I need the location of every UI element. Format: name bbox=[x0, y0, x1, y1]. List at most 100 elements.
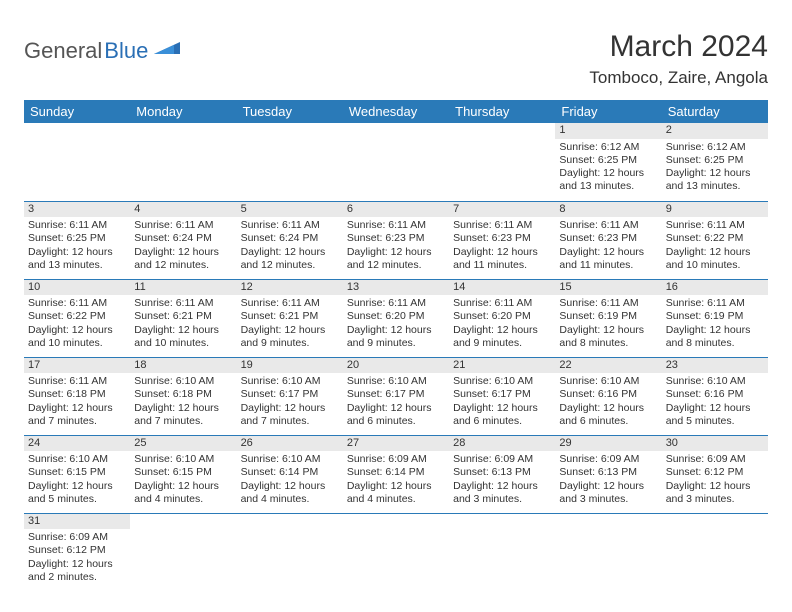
sunset-text: Sunset: 6:17 PM bbox=[241, 388, 339, 401]
sunset-text: Sunset: 6:15 PM bbox=[134, 466, 232, 479]
sunset-text: Sunset: 6:25 PM bbox=[28, 232, 126, 245]
daylight-text: and 4 minutes. bbox=[347, 493, 445, 506]
sunrise-text: Sunrise: 6:10 AM bbox=[134, 453, 232, 466]
daylight-text: Daylight: 12 hours bbox=[453, 324, 551, 337]
calendar-day-cell: 14Sunrise: 6:11 AMSunset: 6:20 PMDayligh… bbox=[449, 279, 555, 357]
sunrise-text: Sunrise: 6:11 AM bbox=[559, 219, 657, 232]
daylight-text: Daylight: 12 hours bbox=[347, 324, 445, 337]
daylight-text: and 3 minutes. bbox=[666, 493, 764, 506]
daylight-text: Daylight: 12 hours bbox=[28, 480, 126, 493]
calendar-week-row: 24Sunrise: 6:10 AMSunset: 6:15 PMDayligh… bbox=[24, 435, 768, 513]
calendar-day-cell: 2Sunrise: 6:12 AMSunset: 6:25 PMDaylight… bbox=[662, 123, 768, 201]
calendar-day-cell bbox=[343, 513, 449, 591]
sunrise-text: Sunrise: 6:10 AM bbox=[666, 375, 764, 388]
daylight-text: and 10 minutes. bbox=[28, 337, 126, 350]
weekday-header: Saturday bbox=[662, 100, 768, 123]
daylight-text: Daylight: 12 hours bbox=[347, 480, 445, 493]
flag-icon bbox=[154, 34, 180, 60]
brand-part2: Blue bbox=[104, 38, 148, 64]
calendar-day-cell: 17Sunrise: 6:11 AMSunset: 6:18 PMDayligh… bbox=[24, 357, 130, 435]
calendar-day-cell: 6Sunrise: 6:11 AMSunset: 6:23 PMDaylight… bbox=[343, 201, 449, 279]
day-number: 12 bbox=[237, 280, 343, 296]
daylight-text: and 13 minutes. bbox=[559, 180, 657, 193]
daylight-text: and 12 minutes. bbox=[347, 259, 445, 272]
calendar-day-cell: 26Sunrise: 6:10 AMSunset: 6:14 PMDayligh… bbox=[237, 435, 343, 513]
sunrise-text: Sunrise: 6:09 AM bbox=[666, 453, 764, 466]
sunset-text: Sunset: 6:21 PM bbox=[134, 310, 232, 323]
day-number: 31 bbox=[24, 514, 130, 530]
calendar-day-cell bbox=[130, 513, 236, 591]
sunrise-text: Sunrise: 6:11 AM bbox=[28, 297, 126, 310]
sunset-text: Sunset: 6:25 PM bbox=[559, 154, 657, 167]
calendar-day-cell: 9Sunrise: 6:11 AMSunset: 6:22 PMDaylight… bbox=[662, 201, 768, 279]
day-number: 26 bbox=[237, 436, 343, 452]
daylight-text: and 5 minutes. bbox=[666, 415, 764, 428]
day-number: 30 bbox=[662, 436, 768, 452]
day-number: 15 bbox=[555, 280, 661, 296]
daylight-text: Daylight: 12 hours bbox=[666, 246, 764, 259]
sunrise-text: Sunrise: 6:11 AM bbox=[666, 219, 764, 232]
calendar-day-cell: 3Sunrise: 6:11 AMSunset: 6:25 PMDaylight… bbox=[24, 201, 130, 279]
weekday-header: Thursday bbox=[449, 100, 555, 123]
daylight-text: and 3 minutes. bbox=[453, 493, 551, 506]
sunset-text: Sunset: 6:22 PM bbox=[666, 232, 764, 245]
calendar-day-cell: 15Sunrise: 6:11 AMSunset: 6:19 PMDayligh… bbox=[555, 279, 661, 357]
calendar-day-cell bbox=[237, 123, 343, 201]
day-number: 10 bbox=[24, 280, 130, 296]
daylight-text: Daylight: 12 hours bbox=[559, 324, 657, 337]
sunrise-text: Sunrise: 6:12 AM bbox=[559, 141, 657, 154]
day-number: 2 bbox=[662, 123, 768, 139]
day-number: 14 bbox=[449, 280, 555, 296]
calendar-day-cell bbox=[24, 123, 130, 201]
sunset-text: Sunset: 6:13 PM bbox=[559, 466, 657, 479]
sunset-text: Sunset: 6:22 PM bbox=[28, 310, 126, 323]
calendar-day-cell: 18Sunrise: 6:10 AMSunset: 6:18 PMDayligh… bbox=[130, 357, 236, 435]
daylight-text: Daylight: 12 hours bbox=[241, 480, 339, 493]
sunset-text: Sunset: 6:20 PM bbox=[453, 310, 551, 323]
daylight-text: Daylight: 12 hours bbox=[666, 480, 764, 493]
sunrise-text: Sunrise: 6:10 AM bbox=[28, 453, 126, 466]
daylight-text: Daylight: 12 hours bbox=[241, 246, 339, 259]
sunrise-text: Sunrise: 6:11 AM bbox=[453, 219, 551, 232]
calendar-day-cell: 24Sunrise: 6:10 AMSunset: 6:15 PMDayligh… bbox=[24, 435, 130, 513]
calendar-day-cell: 8Sunrise: 6:11 AMSunset: 6:23 PMDaylight… bbox=[555, 201, 661, 279]
month-title: March 2024 bbox=[589, 30, 768, 64]
day-number: 20 bbox=[343, 358, 449, 374]
day-number: 19 bbox=[237, 358, 343, 374]
daylight-text: and 3 minutes. bbox=[559, 493, 657, 506]
daylight-text: Daylight: 12 hours bbox=[666, 402, 764, 415]
calendar-day-cell: 29Sunrise: 6:09 AMSunset: 6:13 PMDayligh… bbox=[555, 435, 661, 513]
daylight-text: and 4 minutes. bbox=[134, 493, 232, 506]
location-text: Tomboco, Zaire, Angola bbox=[589, 68, 768, 88]
sunset-text: Sunset: 6:23 PM bbox=[559, 232, 657, 245]
daylight-text: Daylight: 12 hours bbox=[666, 324, 764, 337]
calendar-day-cell bbox=[449, 513, 555, 591]
day-number: 24 bbox=[24, 436, 130, 452]
calendar-day-cell: 30Sunrise: 6:09 AMSunset: 6:12 PMDayligh… bbox=[662, 435, 768, 513]
weekday-header: Sunday bbox=[24, 100, 130, 123]
calendar-day-cell bbox=[555, 513, 661, 591]
sunrise-text: Sunrise: 6:11 AM bbox=[28, 219, 126, 232]
day-number: 11 bbox=[130, 280, 236, 296]
sunrise-text: Sunrise: 6:11 AM bbox=[347, 297, 445, 310]
daylight-text: Daylight: 12 hours bbox=[453, 402, 551, 415]
sunrise-text: Sunrise: 6:11 AM bbox=[559, 297, 657, 310]
day-number: 16 bbox=[662, 280, 768, 296]
sunrise-text: Sunrise: 6:09 AM bbox=[28, 531, 126, 544]
daylight-text: and 7 minutes. bbox=[28, 415, 126, 428]
day-number: 29 bbox=[555, 436, 661, 452]
daylight-text: Daylight: 12 hours bbox=[666, 167, 764, 180]
calendar-week-row: 3Sunrise: 6:11 AMSunset: 6:25 PMDaylight… bbox=[24, 201, 768, 279]
sunset-text: Sunset: 6:13 PM bbox=[453, 466, 551, 479]
calendar-week-row: 17Sunrise: 6:11 AMSunset: 6:18 PMDayligh… bbox=[24, 357, 768, 435]
sunrise-text: Sunrise: 6:10 AM bbox=[241, 375, 339, 388]
daylight-text: and 13 minutes. bbox=[666, 180, 764, 193]
calendar-day-cell bbox=[343, 123, 449, 201]
daylight-text: Daylight: 12 hours bbox=[241, 402, 339, 415]
day-number: 9 bbox=[662, 202, 768, 218]
daylight-text: Daylight: 12 hours bbox=[134, 480, 232, 493]
sunset-text: Sunset: 6:19 PM bbox=[666, 310, 764, 323]
calendar-day-cell: 13Sunrise: 6:11 AMSunset: 6:20 PMDayligh… bbox=[343, 279, 449, 357]
daylight-text: Daylight: 12 hours bbox=[28, 324, 126, 337]
day-number: 22 bbox=[555, 358, 661, 374]
